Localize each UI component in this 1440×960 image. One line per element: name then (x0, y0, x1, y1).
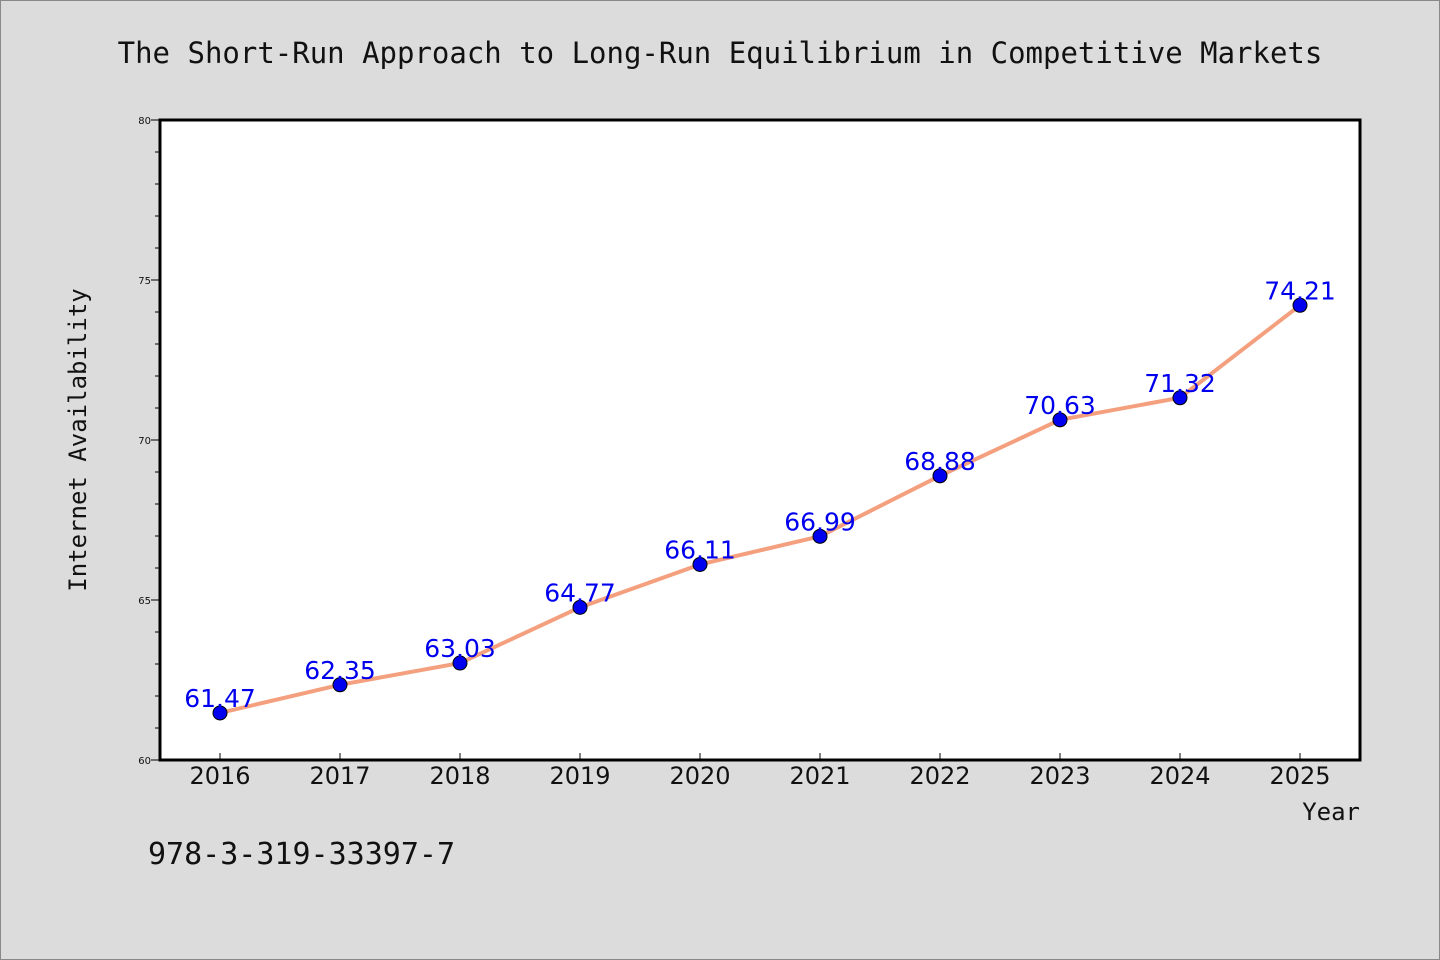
data-label: 66.11 (664, 535, 736, 564)
data-label: 66.99 (784, 507, 856, 536)
x-tick-label: 2019 (549, 762, 610, 790)
x-tick-label: 2022 (909, 762, 970, 790)
data-label: 68.88 (904, 447, 976, 476)
data-point (212, 705, 228, 721)
data-point (1172, 390, 1188, 406)
y-axis-label: Internet Availability (64, 288, 92, 591)
x-tick-label: 2021 (789, 762, 850, 790)
y-axis-ticks: 60 65 70 75 80 (138, 116, 160, 767)
x-tick-label: 2017 (309, 762, 370, 790)
data-label: 70.63 (1024, 391, 1096, 420)
data-label: 61.47 (184, 684, 256, 713)
x-tick-label: 2020 (669, 762, 730, 790)
series-line (218, 303, 1302, 715)
data-point (932, 468, 948, 484)
y-tick-label: 60 (138, 756, 151, 767)
y-tick-label: 70 (138, 436, 151, 447)
x-axis-label: Year (1302, 798, 1360, 826)
series-markers-group (212, 297, 1308, 721)
x-tick-label: 2018 (429, 762, 490, 790)
data-label: 62.35 (304, 656, 376, 685)
series-line-group (218, 303, 1302, 715)
data-label: 71.32 (1144, 369, 1216, 398)
x-tick-label: 2023 (1029, 762, 1090, 790)
data-point (1052, 412, 1068, 428)
data-point (812, 528, 828, 544)
data-label: 63.03 (424, 634, 496, 663)
data-point (1292, 297, 1308, 313)
isbn-text: 978-3-319-33397-7 (148, 837, 455, 872)
data-label: 64.77 (544, 578, 616, 607)
chart-title: The Short-Run Approach to Long-Run Equil… (118, 36, 1323, 70)
data-point (572, 599, 588, 615)
y-tick-label: 65 (138, 596, 151, 607)
x-tick-label: 2016 (189, 762, 250, 790)
y-tick-label: 75 (138, 276, 151, 287)
x-axis-ticks: 2016 2017 2018 2019 2020 2021 2022 2023 2024 2025 (189, 753, 1331, 790)
y-tick-label: 80 (138, 116, 151, 127)
data-label: 74.21 (1264, 276, 1336, 305)
data-point (452, 655, 468, 671)
data-point (692, 556, 708, 572)
x-tick-label: 2024 (1149, 762, 1210, 790)
y-minor-ticks (155, 151, 160, 729)
data-labels-group: 61.47 62.35 63.03 64.77 66.11 66.99 68.88 70.63… (184, 276, 1336, 713)
x-tick-label: 2025 (1269, 762, 1330, 790)
data-point (332, 677, 348, 693)
plot-area (158, 118, 1362, 762)
